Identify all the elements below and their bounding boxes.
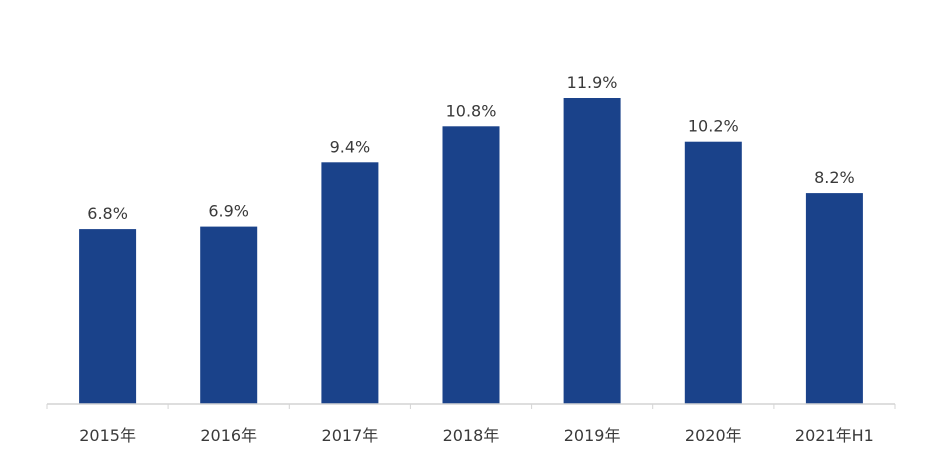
x-axis-ticks-layer: 2015年 2016年 2017年 2018年 2019年 2020年 2021年H1 bbox=[46, 404, 896, 445]
bars-layer bbox=[79, 98, 863, 405]
bar-2 bbox=[321, 162, 379, 404]
bar-0 bbox=[79, 229, 137, 404]
bar-4 bbox=[563, 98, 621, 404]
data-label-1: 6.9% bbox=[208, 202, 249, 221]
x-tick-label-3: 2018年 bbox=[443, 426, 500, 445]
data-label-6: 8.2% bbox=[814, 168, 855, 187]
data-label-0: 6.8% bbox=[87, 204, 128, 223]
bar-3 bbox=[442, 126, 500, 405]
data-label-5: 10.2% bbox=[688, 117, 739, 136]
x-tick-label-0: 2015年 bbox=[79, 426, 136, 445]
x-tick-label-5: 2020年 bbox=[685, 426, 742, 445]
x-tick-label-2: 2017年 bbox=[322, 426, 379, 445]
bar-1 bbox=[200, 226, 258, 404]
data-label-4: 11.9% bbox=[567, 73, 618, 92]
x-tick-label-1: 2016年 bbox=[200, 426, 257, 445]
x-tick-label-6: 2021年H1 bbox=[795, 426, 874, 445]
x-tick-label-4: 2019年 bbox=[564, 426, 621, 445]
bar-5 bbox=[684, 141, 742, 404]
data-label-2: 9.4% bbox=[330, 137, 371, 156]
data-labels-layer: 6.8% 6.9% 9.4% 10.8% 11.9% 10.2% 8.2% bbox=[87, 73, 854, 223]
data-label-3: 10.8% bbox=[446, 101, 497, 120]
bar-6 bbox=[805, 193, 863, 404]
